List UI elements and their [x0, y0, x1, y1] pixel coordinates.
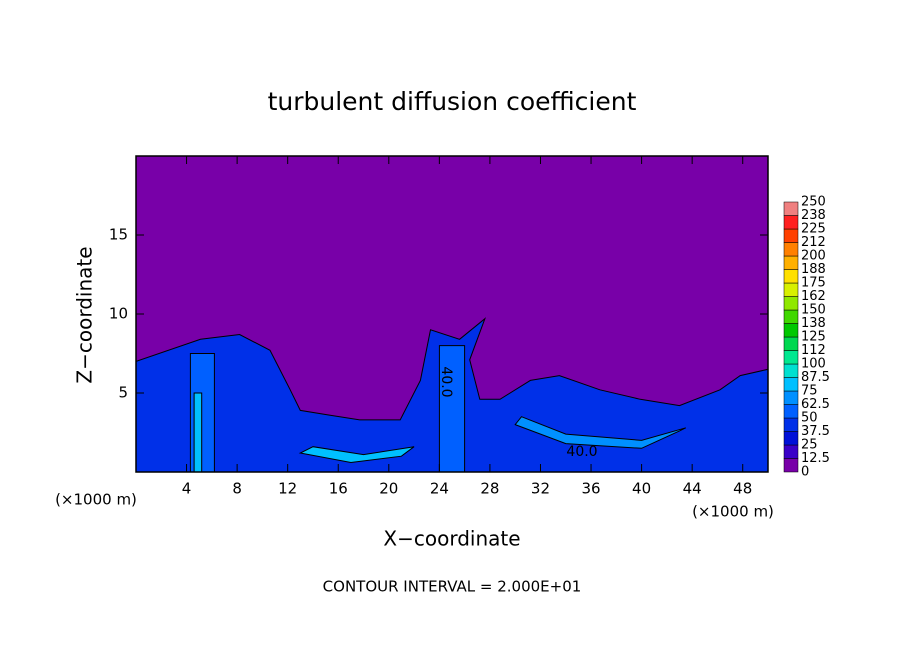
x-tick-label: 36 — [581, 480, 600, 498]
colorbar-segment — [783, 296, 799, 311]
colorbar-segment — [783, 377, 799, 392]
field-region — [298, 446, 415, 464]
colorbar-label: 238 — [801, 208, 826, 223]
field — [136, 317, 768, 472]
colorbar-label: 25 — [801, 438, 818, 453]
colorbar-segment — [783, 417, 799, 432]
colorbar-segment — [783, 282, 799, 297]
contour-label: 40.0 — [566, 444, 597, 460]
field-region — [438, 345, 466, 472]
colorbar-label: 12.5 — [801, 451, 830, 466]
colorbar-segment — [783, 215, 799, 230]
x-tick-label: 40 — [632, 480, 651, 498]
colorbar-label: 188 — [801, 262, 826, 277]
x-unit: (×1000 m) — [692, 503, 774, 521]
y-tick-label: 15 — [109, 226, 128, 244]
colorbar-segment — [783, 404, 799, 419]
colorbar-label: 175 — [801, 276, 826, 291]
colorbar-segment — [783, 350, 799, 365]
colorbar-segment — [783, 323, 799, 338]
y-tick-label: 5 — [118, 384, 128, 402]
colorbar-label: 75 — [801, 384, 818, 399]
colorbar-segment — [783, 431, 799, 446]
x-tick-label: 12 — [278, 480, 297, 498]
colorbar-label: 225 — [801, 222, 826, 237]
colorbar-label: 50 — [801, 411, 818, 426]
x-tick-label: 48 — [733, 480, 752, 498]
colorbar-label: 37.5 — [801, 424, 830, 439]
colorbar-label: 100 — [801, 357, 826, 372]
colorbar-segment — [783, 458, 799, 473]
footer-note: CONTOUR INTERVAL = 2.000E+01 — [323, 578, 582, 596]
colorbar-label: 162 — [801, 289, 826, 304]
colorbar-label: 138 — [801, 316, 826, 331]
x-tick-label: 24 — [430, 480, 449, 498]
colorbar-segment — [783, 444, 799, 459]
colorbar-label: 62.5 — [801, 397, 830, 412]
x-tick-label: 44 — [683, 480, 702, 498]
colorbar-segment — [783, 269, 799, 284]
colorbar-segment — [783, 228, 799, 243]
colorbar-segment — [783, 201, 799, 216]
x-axis-label: X−coordinate — [383, 527, 520, 551]
colorbar-label: 200 — [801, 249, 826, 264]
y-tick-label: 10 — [109, 305, 128, 323]
chart-title: turbulent diffusion coefficient — [268, 87, 637, 116]
x-tick-label: 8 — [232, 480, 242, 498]
x-tick-label: 32 — [531, 480, 550, 498]
colorbar-segment — [783, 242, 799, 257]
colorbar-segment — [783, 255, 799, 270]
colorbar-label: 0 — [801, 465, 809, 480]
colorbar-segment — [783, 309, 799, 324]
field-region — [193, 392, 203, 472]
field-region — [514, 416, 687, 449]
x-tick-label: 16 — [329, 480, 348, 498]
x-tick-label: 20 — [379, 480, 398, 498]
colorbar-segment — [783, 390, 799, 405]
colorbar-segment — [783, 336, 799, 351]
x-unit: (×1000 m) — [55, 491, 137, 509]
colorbar-segment — [783, 363, 799, 378]
colorbar-label: 212 — [801, 235, 826, 250]
x-tick-label: 4 — [182, 480, 192, 498]
x-tick-label: 28 — [480, 480, 499, 498]
colorbar-label: 112 — [801, 343, 826, 358]
colorbar-label: 87.5 — [801, 370, 830, 385]
colorbar-label: 125 — [801, 330, 826, 345]
colorbar-label: 150 — [801, 303, 826, 318]
contour-label: 40.0 — [438, 366, 454, 397]
y-axis-label: Z−coordinate — [73, 246, 97, 383]
colorbar-label: 250 — [801, 195, 826, 210]
